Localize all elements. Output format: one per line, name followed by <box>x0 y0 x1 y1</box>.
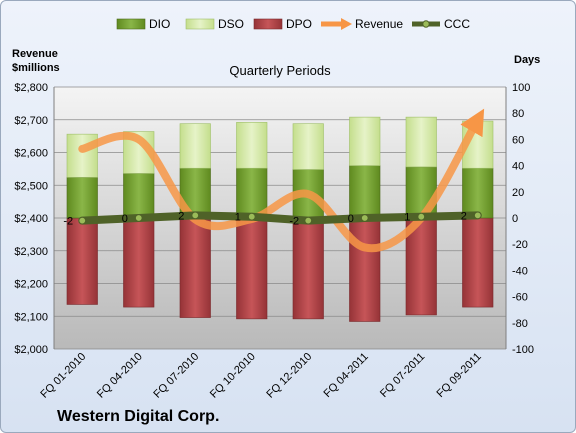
dso-bar <box>292 123 324 170</box>
legend-label-dso: DSO <box>218 17 244 31</box>
left-axis-title-line2: $millions <box>12 62 60 74</box>
legend-swatch-dso <box>185 18 215 30</box>
ccc-point <box>304 216 313 225</box>
right-axis: -100 -80 -60 -40 -20 0 20 40 60 80 100 <box>505 82 534 356</box>
right-tick-label: 40 <box>512 161 524 173</box>
chart-title: Quarterly Periods <box>229 63 331 78</box>
left-tick-label: $2,200 <box>14 279 48 291</box>
left-tick-label: $2,000 <box>14 344 48 356</box>
ccc-data-label: -2 <box>289 216 299 228</box>
right-tick-label: -20 <box>512 239 528 251</box>
legend-label-revenue: Revenue <box>355 17 403 31</box>
legend-label-dio: DIO <box>149 17 170 31</box>
ccc-point <box>191 211 200 220</box>
dpo-bar <box>349 217 381 322</box>
legend-swatch-revenue <box>321 18 352 30</box>
left-tick-label: $2,600 <box>14 148 48 160</box>
category-label: FQ 09-2011 <box>434 351 483 400</box>
ccc-data-label: 1 <box>404 212 410 224</box>
dpo-bar <box>405 217 437 316</box>
ccc-data-label: -2 <box>63 216 73 228</box>
dso-bar <box>349 116 381 166</box>
dio-bar <box>66 177 98 219</box>
right-tick-label: 80 <box>512 108 524 120</box>
legend-swatch-dpo <box>253 18 283 30</box>
dio-bar <box>462 167 494 219</box>
category-label: FQ 04-2010 <box>95 351 145 401</box>
left-tick-label: $2,400 <box>14 213 48 225</box>
ccc-series: -2 0 2 1 -2 0 1 2 <box>63 210 482 228</box>
left-tick-label: $2,100 <box>14 311 48 323</box>
ccc-data-label: 2 <box>461 210 467 222</box>
dpo-bar <box>66 217 98 305</box>
dpo-bar <box>123 217 155 308</box>
dso-bar <box>236 122 268 169</box>
ccc-line <box>78 211 482 225</box>
right-tick-label: 20 <box>512 187 524 199</box>
dso-bar <box>405 116 437 168</box>
x-axis: FQ 01-2010 FQ 04-2010 FQ 07-2010 FQ 10-2010… <box>38 351 483 401</box>
dpo-bar <box>292 217 324 320</box>
ccc-point <box>360 214 369 222</box>
ccc-data-label: 1 <box>235 212 241 224</box>
right-tick-label: -100 <box>512 344 534 356</box>
category-label: FQ 04-2011 <box>321 351 370 400</box>
left-axis-title-line1: Revenue <box>12 48 58 60</box>
ccc-point <box>417 212 426 221</box>
legend: DIO DSO DPO Revenue CCC <box>116 17 470 31</box>
dpo-bar <box>462 217 494 308</box>
legend-swatch-ccc <box>412 20 440 28</box>
right-axis-title: Days <box>514 54 540 66</box>
ccc-data-label: 2 <box>178 210 184 222</box>
left-tick-label: $2,300 <box>14 246 48 258</box>
ccc-point <box>247 212 256 221</box>
category-label: FQ 12-2010 <box>264 351 314 401</box>
right-tick-label: 0 <box>512 213 518 225</box>
ccc-point <box>473 211 482 220</box>
right-tick-label: -80 <box>512 318 528 330</box>
dpo-bar <box>179 217 211 318</box>
dio-bar <box>349 165 381 219</box>
right-tick-label: 100 <box>512 82 530 94</box>
ccc-data-label: 0 <box>348 213 354 225</box>
right-tick-label: -40 <box>512 265 528 277</box>
ccc-point <box>134 214 143 222</box>
legend-swatch-dio <box>116 18 146 30</box>
bars <box>66 116 494 322</box>
left-tick-label: $2,500 <box>14 180 48 192</box>
left-tick-label: $2,700 <box>14 115 48 127</box>
dso-bar <box>179 123 211 169</box>
right-tick-label: 60 <box>512 134 524 146</box>
legend-label-ccc: CCC <box>444 17 470 31</box>
dpo-bar <box>236 217 268 320</box>
category-label: FQ 10-2010 <box>208 351 258 401</box>
ccc-point <box>78 216 87 225</box>
dio-bar <box>123 173 155 219</box>
right-tick-label: -60 <box>512 292 528 304</box>
dio-bar <box>236 167 268 219</box>
legend-label-dpo: DPO <box>286 17 312 31</box>
company-name: Western Digital Corp. <box>57 408 219 425</box>
left-tick-label: $2,800 <box>14 82 48 94</box>
ccc-data-label: 0 <box>122 213 128 225</box>
category-label: FQ 07-2010 <box>151 351 201 401</box>
category-label: FQ 01-2010 <box>38 351 88 401</box>
left-axis: $2,000 $2,100 $2,200 $2,300 $2,400 $2,500 $2,6… <box>14 82 55 356</box>
category-label: FQ 07-2011 <box>378 351 427 400</box>
